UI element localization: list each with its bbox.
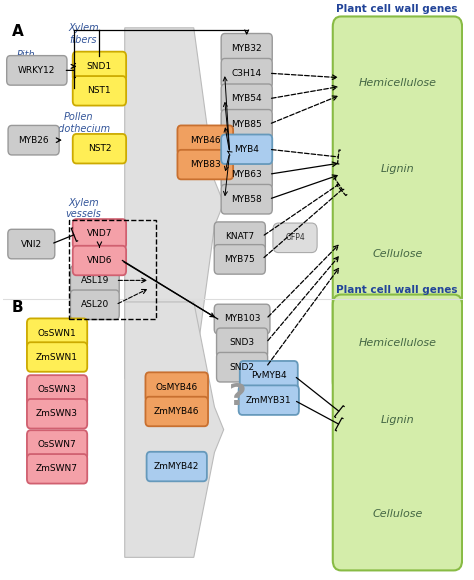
Text: MYB63: MYB63	[231, 170, 262, 179]
Text: MYB103: MYB103	[224, 314, 260, 324]
FancyBboxPatch shape	[214, 304, 270, 333]
FancyBboxPatch shape	[8, 229, 55, 259]
FancyBboxPatch shape	[73, 219, 126, 249]
Text: SND1: SND1	[87, 62, 112, 71]
Text: MYB32: MYB32	[231, 44, 262, 53]
FancyBboxPatch shape	[27, 430, 87, 460]
Text: Cellulose: Cellulose	[372, 509, 423, 519]
FancyBboxPatch shape	[146, 452, 207, 481]
FancyBboxPatch shape	[217, 353, 268, 382]
Text: Pollen
endothecium: Pollen endothecium	[46, 113, 111, 134]
Text: MYB75: MYB75	[224, 255, 255, 264]
FancyBboxPatch shape	[221, 34, 272, 63]
Text: MYB26: MYB26	[18, 136, 49, 144]
Polygon shape	[125, 28, 224, 379]
Text: OsMYB46: OsMYB46	[155, 383, 198, 392]
Text: ZmSWN3: ZmSWN3	[36, 409, 78, 418]
FancyBboxPatch shape	[273, 223, 317, 252]
Text: Lignin: Lignin	[381, 415, 414, 425]
Text: MYB83: MYB83	[190, 160, 221, 169]
Text: VND7: VND7	[87, 229, 112, 238]
Text: MYB46: MYB46	[190, 136, 220, 144]
Text: NST2: NST2	[88, 144, 111, 153]
FancyBboxPatch shape	[73, 76, 126, 106]
Text: ZmMYB31: ZmMYB31	[246, 396, 292, 405]
Text: Xylem
fibers: Xylem fibers	[68, 23, 99, 45]
Text: A: A	[12, 24, 24, 39]
FancyBboxPatch shape	[221, 110, 272, 139]
Text: KNAT7: KNAT7	[225, 232, 255, 241]
FancyBboxPatch shape	[8, 125, 59, 155]
FancyBboxPatch shape	[146, 397, 208, 426]
FancyBboxPatch shape	[27, 318, 87, 348]
FancyBboxPatch shape	[146, 372, 208, 402]
Text: Xylem
vessels: Xylem vessels	[65, 198, 101, 219]
Text: Cellulose: Cellulose	[372, 249, 423, 259]
FancyBboxPatch shape	[217, 328, 268, 358]
FancyBboxPatch shape	[27, 375, 87, 405]
FancyBboxPatch shape	[221, 135, 272, 164]
FancyBboxPatch shape	[238, 385, 299, 415]
Text: Plant cell wall genes: Plant cell wall genes	[337, 3, 458, 13]
Text: MYB58: MYB58	[231, 195, 262, 204]
FancyBboxPatch shape	[177, 150, 233, 179]
Text: WRKY12: WRKY12	[18, 66, 55, 75]
FancyBboxPatch shape	[214, 222, 265, 252]
FancyBboxPatch shape	[333, 16, 462, 392]
Text: SND3: SND3	[229, 338, 255, 347]
FancyBboxPatch shape	[333, 295, 462, 570]
FancyBboxPatch shape	[177, 125, 233, 155]
Text: C3H14: C3H14	[232, 68, 262, 78]
FancyBboxPatch shape	[221, 59, 272, 88]
Text: OFP4: OFP4	[285, 233, 305, 242]
Text: ZmMYB46: ZmMYB46	[154, 407, 200, 416]
FancyBboxPatch shape	[27, 399, 87, 429]
FancyBboxPatch shape	[71, 266, 119, 295]
FancyBboxPatch shape	[27, 454, 87, 484]
FancyBboxPatch shape	[27, 342, 87, 372]
Text: MYB85: MYB85	[231, 120, 262, 129]
Text: VNI2: VNI2	[21, 240, 42, 249]
Text: Pith: Pith	[17, 50, 35, 60]
Text: NST1: NST1	[88, 86, 111, 95]
FancyBboxPatch shape	[221, 160, 272, 189]
FancyBboxPatch shape	[73, 134, 126, 164]
Text: MYB4: MYB4	[234, 145, 259, 154]
Text: ZmMYB42: ZmMYB42	[154, 462, 200, 471]
Text: B: B	[12, 300, 24, 316]
Text: MYB54: MYB54	[231, 95, 262, 103]
FancyBboxPatch shape	[214, 245, 265, 274]
Text: VND6: VND6	[87, 256, 112, 265]
FancyBboxPatch shape	[7, 56, 67, 85]
FancyBboxPatch shape	[71, 290, 119, 320]
Text: ASL19: ASL19	[81, 276, 109, 285]
FancyBboxPatch shape	[73, 52, 126, 81]
Text: OFP4: OFP4	[283, 235, 302, 244]
FancyBboxPatch shape	[221, 184, 272, 214]
Text: ZmSWN7: ZmSWN7	[36, 465, 78, 473]
Text: Hemicellulose: Hemicellulose	[358, 338, 437, 348]
Text: PvMYB4: PvMYB4	[251, 371, 287, 380]
Polygon shape	[125, 302, 224, 557]
Text: Plant cell wall genes: Plant cell wall genes	[337, 285, 458, 295]
Text: ?: ?	[228, 382, 246, 411]
Text: Hemicellulose: Hemicellulose	[358, 78, 437, 88]
Text: OsSWN7: OsSWN7	[38, 440, 76, 450]
FancyBboxPatch shape	[221, 84, 272, 114]
Text: SND2: SND2	[229, 362, 255, 372]
Text: ASL20: ASL20	[81, 300, 109, 309]
Text: Lignin: Lignin	[381, 164, 414, 173]
Text: OsSWN1: OsSWN1	[38, 329, 76, 338]
FancyBboxPatch shape	[240, 361, 298, 390]
FancyBboxPatch shape	[73, 246, 126, 276]
Text: OsSWN3: OsSWN3	[38, 386, 76, 394]
Text: ZmSWN1: ZmSWN1	[36, 353, 78, 361]
